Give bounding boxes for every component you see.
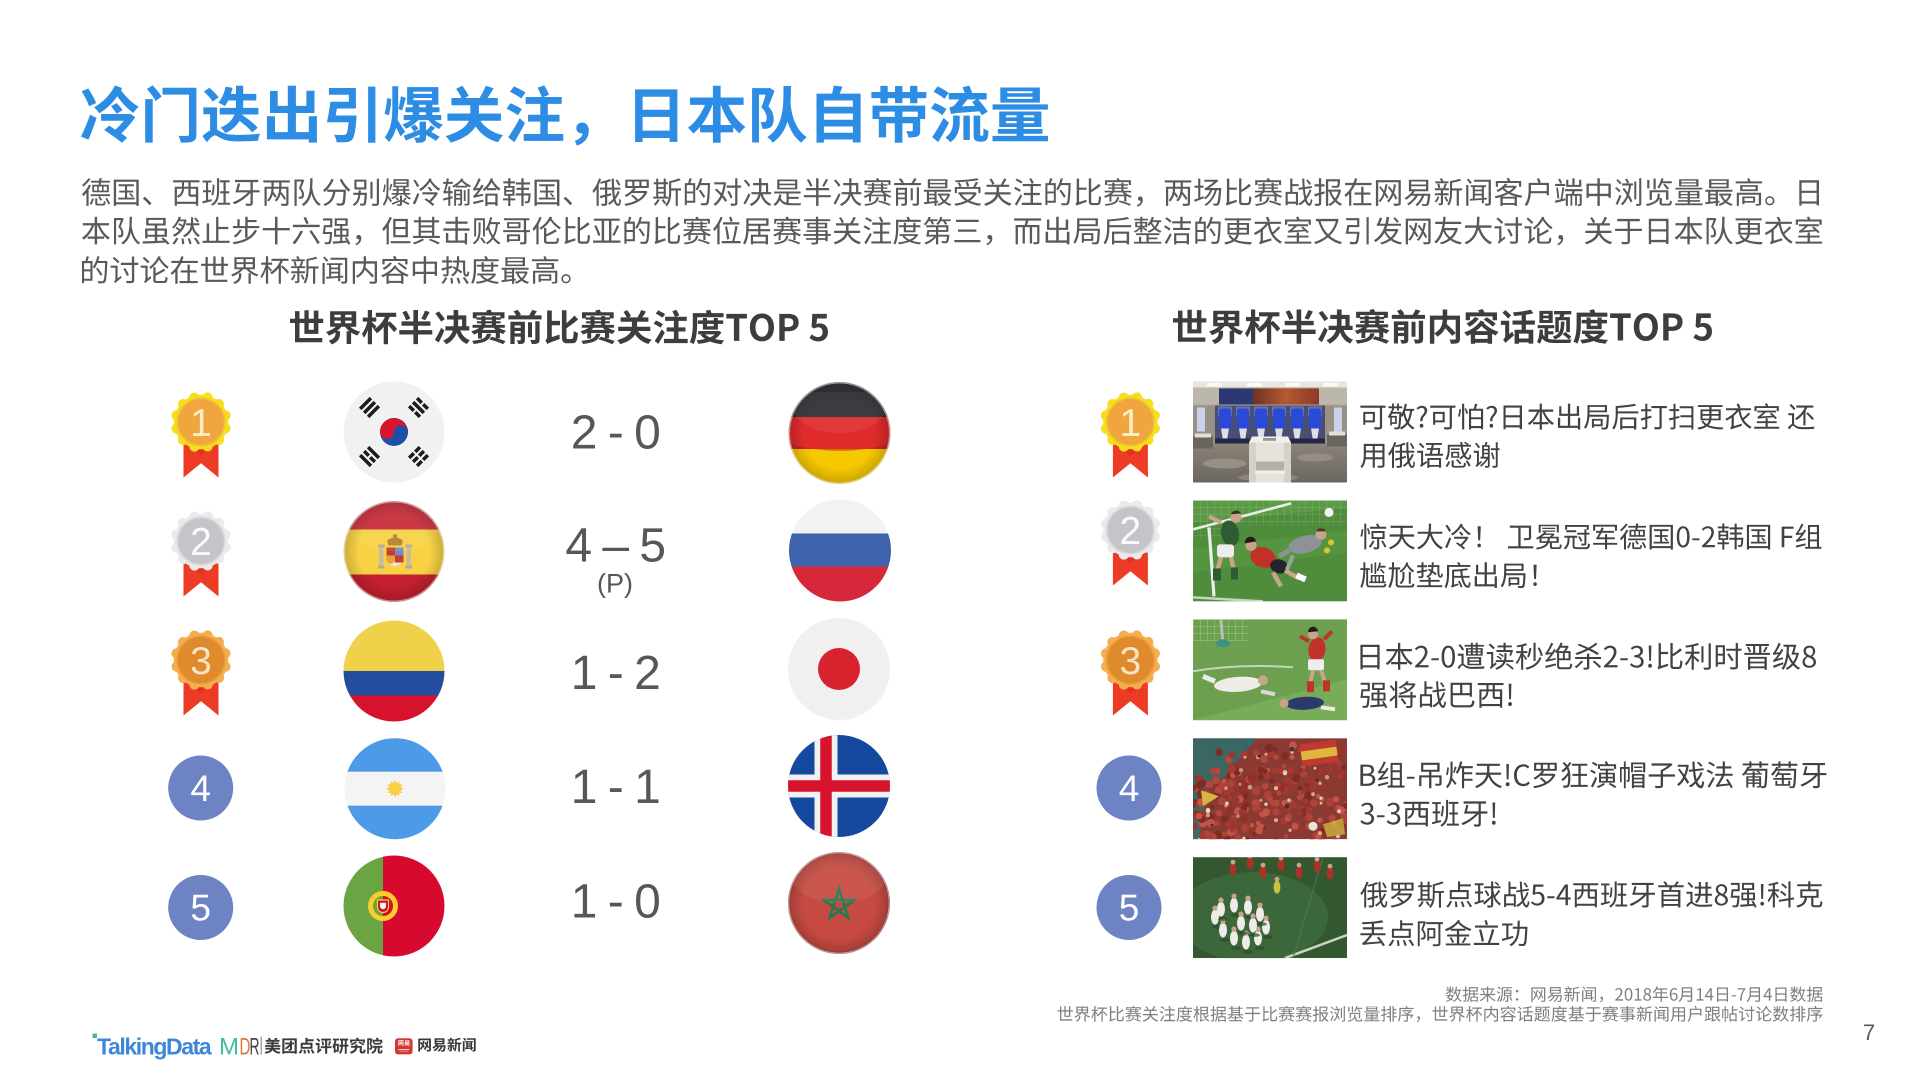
svg-text:7: 7 (1863, 1020, 1875, 1045)
svg-text:4: 4 (1119, 768, 1140, 809)
svg-text:2: 2 (190, 521, 212, 564)
svg-text:1: 1 (1120, 402, 1142, 445)
svg-text:R: R (250, 1033, 260, 1060)
svg-text:3: 3 (190, 640, 212, 683)
svg-text:4: 4 (190, 768, 211, 809)
svg-text:1: 1 (190, 402, 212, 445)
svg-text:4 – 5: 4 – 5 (565, 520, 664, 573)
svg-text:3: 3 (1120, 640, 1142, 683)
svg-text:2: 2 (1120, 510, 1142, 553)
svg-text:2 - 0: 2 - 0 (571, 407, 660, 460)
svg-text:D: D (240, 1033, 251, 1060)
svg-text:1 - 1: 1 - 1 (571, 761, 660, 814)
svg-text:1 - 0: 1 - 0 (571, 876, 660, 929)
svg-text:5: 5 (1119, 888, 1140, 929)
svg-text:M: M (219, 1033, 239, 1060)
svg-text:TalkingData: TalkingData (97, 1033, 212, 1059)
svg-text:1 - 2: 1 - 2 (571, 647, 660, 700)
svg-text:5: 5 (190, 888, 211, 929)
svg-text:(P): (P) (597, 569, 633, 599)
